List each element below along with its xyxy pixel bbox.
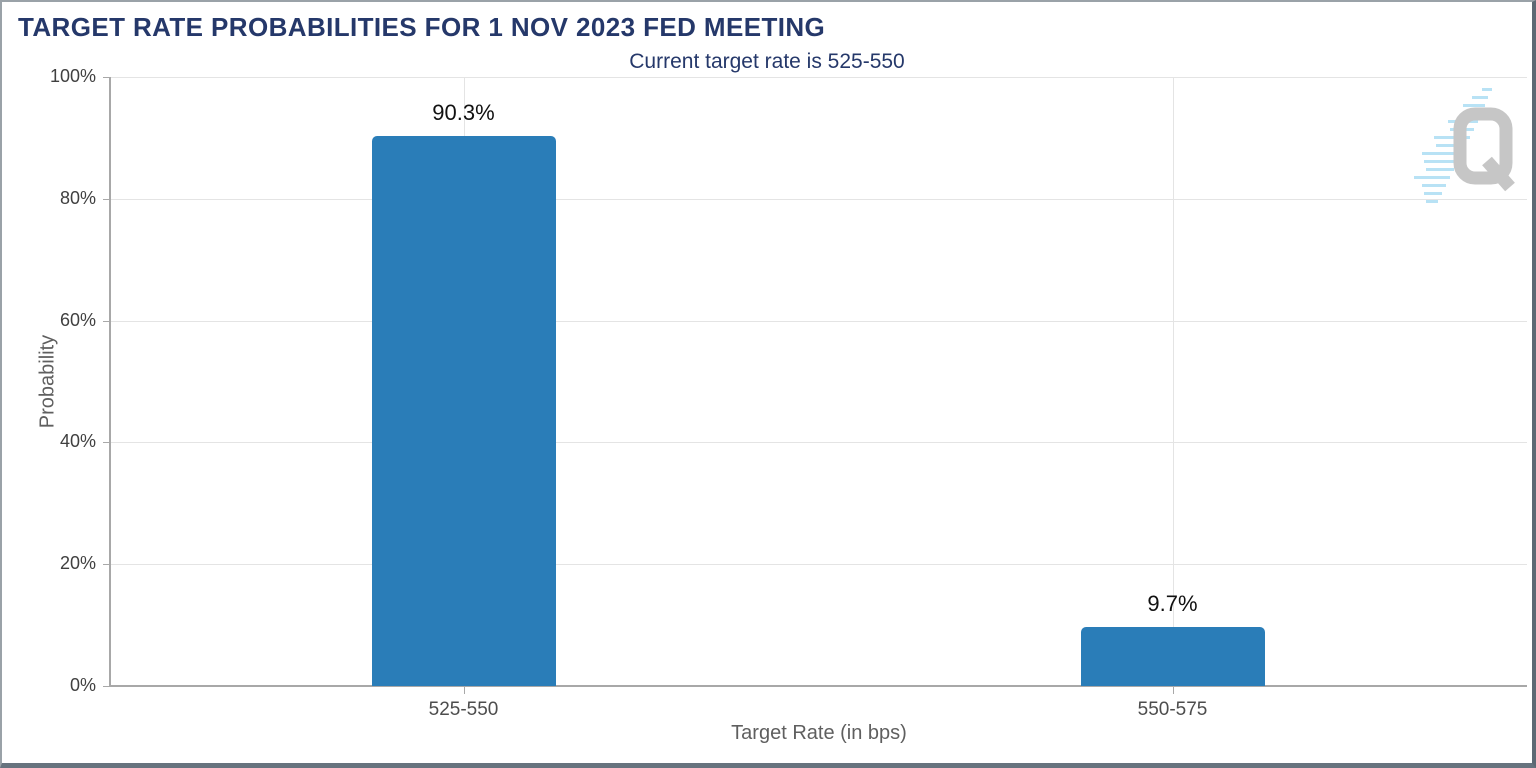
- x-axis-line: [109, 685, 1527, 687]
- h-gridline: [109, 198, 1527, 200]
- h-gridline: [109, 77, 1527, 78]
- logo-letter-q: [1453, 107, 1515, 192]
- probability-bar[interactable]: [371, 136, 556, 686]
- y-tick-label: 60%: [59, 309, 96, 330]
- y-tick-mark: [103, 686, 109, 687]
- chart-subtitle: Current target rate is 525-550: [629, 50, 905, 73]
- probability-bar[interactable]: [1080, 626, 1265, 686]
- x-tick-mark: [463, 687, 465, 694]
- x-tick-mark: [1172, 687, 1174, 694]
- x-tick-label: 525-550: [428, 699, 499, 720]
- y-tick-mark: [103, 564, 109, 566]
- x-tick-label: 550-575: [1137, 699, 1208, 720]
- v-gridline: [1172, 77, 1174, 686]
- y-axis-line: [109, 77, 111, 687]
- logo-hatch-stripes: [1414, 88, 1492, 203]
- h-gridline: [109, 320, 1527, 322]
- h-gridline: [109, 442, 1527, 444]
- q-logo: [1414, 88, 1515, 203]
- chart-title: TARGET RATE PROBABILITIES FOR 1 NOV 2023…: [18, 12, 826, 42]
- y-tick-label: 40%: [59, 431, 96, 452]
- y-tick-mark: [103, 77, 109, 78]
- y-tick-label: 20%: [59, 553, 96, 574]
- h-gridline: [109, 564, 1527, 566]
- y-tick-mark: [103, 442, 109, 444]
- y-tick-label: 0%: [69, 675, 96, 695]
- y-tick-label: 80%: [59, 187, 96, 208]
- bar-value-label: 90.3%: [432, 100, 495, 126]
- y-tick-mark: [103, 198, 109, 200]
- bar-value-label: 9.7%: [1147, 590, 1198, 616]
- x-axis-title: Target Rate (in bps): [731, 722, 907, 744]
- y-tick-label: 100%: [49, 66, 96, 86]
- y-tick-mark: [103, 320, 109, 322]
